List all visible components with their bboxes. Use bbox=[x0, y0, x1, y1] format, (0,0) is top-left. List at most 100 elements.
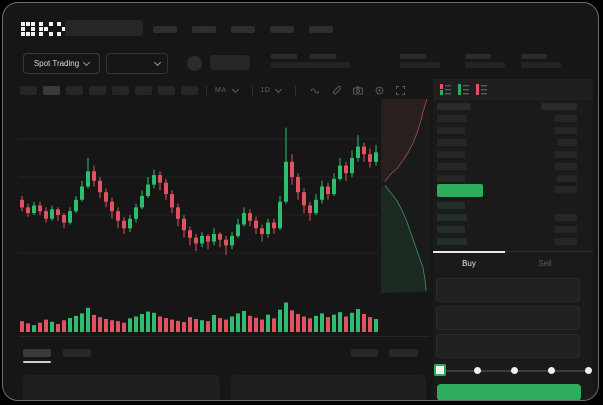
depth-chart bbox=[381, 98, 428, 293]
search-input[interactable] bbox=[65, 20, 143, 36]
last-price-placeholder bbox=[210, 55, 250, 70]
price-placeholder bbox=[437, 151, 465, 158]
last-price-bar[interactable] bbox=[437, 184, 483, 197]
stat-group bbox=[521, 54, 561, 68]
bottom-tab[interactable] bbox=[63, 349, 91, 357]
camera-icon[interactable] bbox=[353, 86, 364, 95]
line-style-icon[interactable] bbox=[310, 87, 320, 95]
chevron-down-icon[interactable] bbox=[275, 85, 283, 94]
price-placeholder bbox=[437, 139, 467, 146]
book-bids-icon[interactable] bbox=[458, 84, 469, 95]
order-book-row[interactable] bbox=[437, 200, 577, 212]
main-nav bbox=[153, 26, 333, 33]
divider bbox=[206, 85, 207, 96]
stat-value-placeholder bbox=[521, 62, 561, 68]
timeframe-button[interactable] bbox=[66, 86, 83, 95]
amount-percent-slider[interactable] bbox=[434, 364, 592, 376]
slider-handle[interactable] bbox=[434, 364, 446, 376]
trade-input[interactable] bbox=[436, 334, 580, 358]
amount-placeholder bbox=[555, 115, 577, 122]
timeframe-button[interactable] bbox=[112, 86, 129, 95]
market-type-selector[interactable]: Spot Trading bbox=[23, 53, 100, 74]
tab-sell[interactable]: Sell bbox=[538, 258, 552, 268]
pair-selector[interactable] bbox=[106, 53, 168, 74]
timeframe-button[interactable] bbox=[158, 86, 175, 95]
trade-tabs: Buy Sell bbox=[433, 251, 593, 274]
chevron-down-icon[interactable] bbox=[231, 85, 239, 94]
timeframe-button[interactable] bbox=[20, 86, 37, 95]
orderbook-header bbox=[437, 103, 577, 110]
price-placeholder bbox=[437, 115, 467, 122]
timeframe-button[interactable] bbox=[135, 86, 152, 95]
stat-label-placeholder bbox=[465, 54, 491, 59]
slider-stop[interactable] bbox=[548, 367, 555, 374]
bottom-tab[interactable] bbox=[23, 349, 51, 357]
orderbook-view-toggles bbox=[433, 79, 593, 100]
order-book-row[interactable] bbox=[437, 113, 577, 125]
order-book-row[interactable] bbox=[437, 236, 577, 248]
order-book-row[interactable] bbox=[437, 137, 577, 149]
price-placeholder bbox=[437, 163, 467, 170]
stat-group bbox=[310, 54, 350, 68]
chevron-down-icon bbox=[83, 58, 91, 67]
okx-logo bbox=[21, 22, 71, 36]
timeframe-button[interactable] bbox=[43, 86, 60, 95]
price-column-header bbox=[437, 103, 471, 110]
price-placeholder bbox=[437, 175, 465, 182]
order-book-row[interactable] bbox=[437, 149, 577, 161]
order-book-row[interactable] bbox=[437, 212, 577, 224]
book-asks-icon[interactable] bbox=[476, 84, 487, 95]
buy-submit-button[interactable] bbox=[437, 384, 581, 400]
book-both-icon[interactable] bbox=[440, 84, 451, 95]
nav-item-placeholder[interactable] bbox=[192, 26, 216, 33]
settings-gear-icon[interactable] bbox=[375, 86, 384, 95]
stat-value-placeholder bbox=[310, 62, 350, 68]
nav-item-placeholder[interactable] bbox=[270, 26, 294, 33]
interval-button[interactable]: 1D bbox=[260, 87, 271, 94]
amount-placeholder bbox=[555, 163, 577, 170]
divider bbox=[251, 85, 253, 96]
price-placeholder bbox=[437, 127, 465, 134]
indicator-button[interactable]: MA bbox=[215, 87, 227, 94]
tab-buy[interactable]: Buy bbox=[462, 258, 476, 268]
stat-label-placeholder bbox=[521, 54, 547, 59]
depth-overlay bbox=[381, 98, 431, 293]
price-placeholder bbox=[437, 214, 467, 221]
order-book-row[interactable] bbox=[437, 224, 577, 236]
fullscreen-icon[interactable] bbox=[396, 86, 406, 95]
last-price-amount-placeholder bbox=[555, 186, 577, 193]
app-window: Spot Trading MA 1D bbox=[2, 2, 599, 401]
price-placeholder bbox=[437, 238, 467, 245]
slider-stop[interactable] bbox=[474, 367, 481, 374]
nav-item-placeholder[interactable] bbox=[153, 26, 177, 33]
order-book-row[interactable] bbox=[437, 161, 577, 173]
amount-placeholder bbox=[557, 175, 577, 182]
bottom-tab[interactable] bbox=[389, 349, 418, 357]
buy-tab-indicator bbox=[433, 251, 505, 253]
amount-placeholder bbox=[555, 226, 577, 233]
chart-axis-line bbox=[19, 336, 430, 337]
candlestick-chart[interactable] bbox=[19, 101, 379, 291]
trade-input[interactable] bbox=[436, 278, 580, 302]
nav-item-placeholder[interactable] bbox=[231, 26, 255, 33]
bottom-tab[interactable] bbox=[351, 349, 378, 357]
slider-stop[interactable] bbox=[585, 367, 592, 374]
bid-rows bbox=[437, 200, 577, 248]
volume-chart bbox=[20, 302, 378, 332]
stat-value-placeholder bbox=[271, 62, 311, 68]
nav-item-placeholder[interactable] bbox=[309, 26, 333, 33]
amount-placeholder bbox=[555, 238, 577, 245]
chevron-down-icon bbox=[153, 58, 162, 67]
order-book-row[interactable] bbox=[437, 173, 577, 185]
drawing-tools-icon[interactable] bbox=[332, 86, 342, 95]
amount-placeholder bbox=[555, 214, 577, 221]
trade-input[interactable] bbox=[436, 306, 580, 330]
slider-stop[interactable] bbox=[511, 367, 518, 374]
timeframe-button[interactable] bbox=[89, 86, 106, 95]
order-book-row[interactable] bbox=[437, 125, 577, 137]
active-tab-underline bbox=[23, 361, 51, 363]
stat-label-placeholder bbox=[310, 54, 336, 59]
timeframe-button[interactable] bbox=[181, 86, 198, 95]
stat-value-placeholder bbox=[400, 62, 440, 68]
chart-toolbar: MA 1D bbox=[17, 82, 429, 99]
